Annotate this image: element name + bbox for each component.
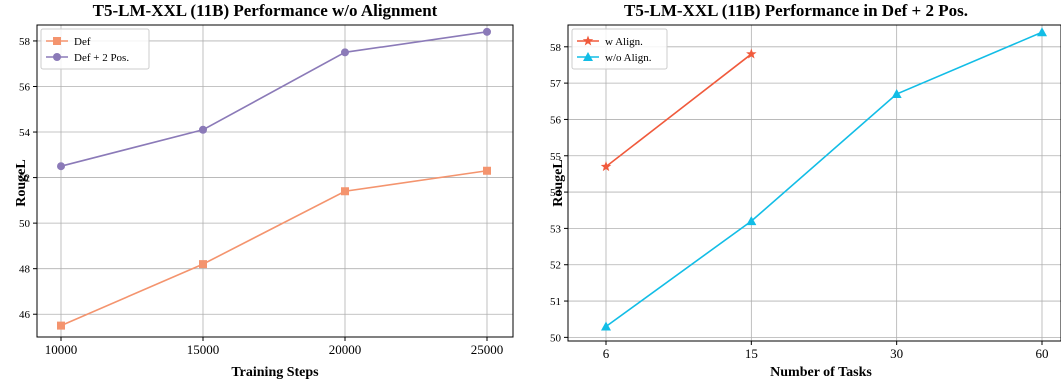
series-line [60, 31, 488, 167]
data-point [57, 162, 65, 171]
x-tick-label: 60 [1036, 346, 1049, 361]
x-tick-label: 10000 [45, 342, 78, 357]
series-line [60, 169, 488, 327]
y-tick-label: 58 [19, 36, 31, 48]
legend-label: w Align. [605, 36, 643, 48]
chart-title: T5-LM-XXL (11B) Performance in Def + 2 P… [624, 1, 968, 20]
y-tick-label: 54 [550, 187, 562, 199]
legend-label: w/o Align. [605, 52, 652, 64]
legend-label: Def [74, 36, 91, 48]
y-tick-label: 54 [19, 127, 31, 139]
x-tick-label: 25000 [471, 342, 504, 357]
y-tick-label: 48 [19, 264, 31, 276]
data-point [1037, 27, 1047, 37]
data-point [891, 89, 902, 99]
x-tick-label: 20000 [329, 342, 362, 357]
y-tick-label: 46 [19, 309, 31, 321]
data-point [199, 260, 207, 269]
legend-marker [583, 52, 593, 61]
legend-label: Def + 2 Pos. [74, 52, 129, 64]
x-tick-label: 30 [890, 346, 903, 361]
data-point [57, 321, 65, 330]
left-chart-plot: 46 48 50 52 54 56 58 10000 15000 20000 25000 Def Def… [19, 24, 514, 357]
data-point [483, 27, 491, 36]
series-line [605, 53, 752, 168]
y-tick-label: 57 [550, 78, 562, 90]
plot-frame [567, 24, 1061, 342]
y-tick-label: 52 [19, 173, 30, 185]
y-tick-label: 51 [550, 296, 561, 308]
y-tick-label: 50 [550, 332, 562, 344]
series-line [605, 31, 1043, 328]
right-chart: T5-LM-XXL (11B) Performance in Def + 2 P… [531, 0, 1061, 383]
data-point [746, 216, 757, 226]
y-tick-label: 50 [19, 218, 31, 230]
y-axis-label: RougeL [14, 159, 29, 207]
y-tick-label: 56 [550, 114, 562, 126]
legend-marker [53, 53, 61, 61]
data-point [199, 125, 207, 134]
y-tick-label: 56 [19, 81, 31, 93]
x-axis-label: Number of Tasks [770, 365, 872, 380]
data-point [483, 166, 491, 175]
x-tick-label: 15000 [187, 342, 220, 357]
x-tick-label: 15 [745, 346, 758, 361]
legend-marker [53, 37, 61, 45]
legend-marker [582, 35, 594, 46]
data-point [601, 321, 611, 331]
data-point [746, 48, 757, 59]
data-point [600, 161, 612, 172]
y-tick-label: 55 [550, 151, 562, 163]
plot-frame [36, 24, 514, 338]
legend-box [40, 28, 150, 70]
x-axis-label: Training Steps [231, 365, 319, 380]
y-axis-label: RougeL [551, 159, 566, 207]
y-tick-label: 53 [550, 223, 562, 235]
left-chart: T5-LM-XXL (11B) Performance w/o Alignmen… [0, 0, 530, 383]
y-tick-label: 58 [550, 42, 562, 54]
right-chart-plot: 50 51 52 53 54 55 56 57 58 6 15 30 60 w Align. w/o Ali… [550, 24, 1061, 361]
x-tick-label: 6 [603, 346, 610, 361]
legend-box [571, 28, 668, 70]
chart-title: T5-LM-XXL (11B) Performance w/o Alignmen… [92, 1, 438, 20]
y-tick-label: 52 [550, 260, 561, 272]
data-point [341, 187, 349, 196]
data-point [341, 48, 349, 57]
